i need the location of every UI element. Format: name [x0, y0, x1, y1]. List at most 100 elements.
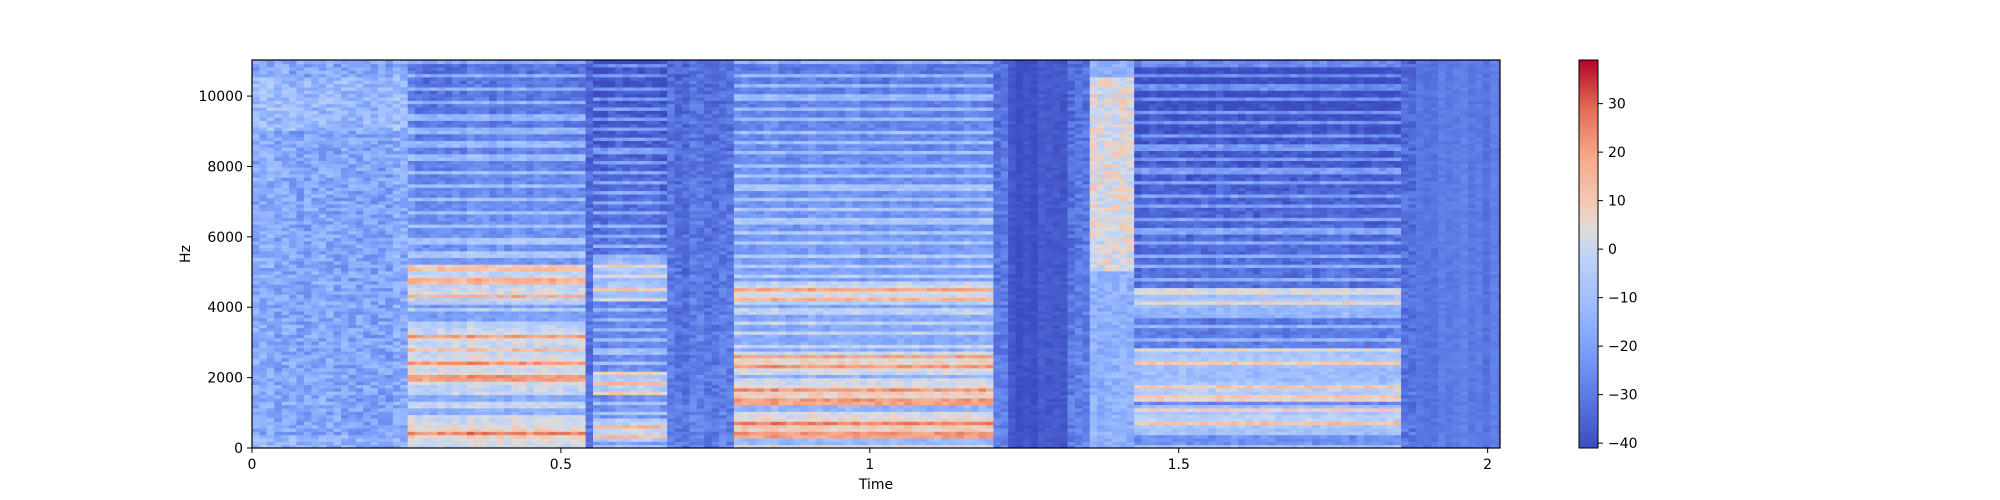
heatmap-cell — [504, 210, 513, 215]
heatmap-cell — [533, 70, 542, 75]
heatmap-cell — [252, 321, 260, 325]
heatmap-cell — [556, 354, 564, 359]
heatmap-cell — [333, 314, 342, 319]
heatmap-cell — [259, 63, 268, 68]
heatmap-cell — [392, 214, 401, 218]
heatmap-cell — [392, 394, 401, 399]
heatmap-cell — [311, 387, 320, 392]
heatmap-cell — [474, 434, 483, 439]
heatmap-cell — [326, 66, 335, 71]
heatmap-cell — [392, 260, 401, 265]
heatmap-cell — [504, 314, 513, 319]
heatmap-cell — [341, 297, 349, 302]
heatmap-cell — [392, 397, 401, 402]
heatmap-cell — [504, 244, 513, 248]
heatmap-cell — [496, 351, 505, 355]
heatmap-cell — [474, 260, 483, 265]
heatmap-cell — [459, 354, 468, 359]
heatmap-cell — [533, 361, 542, 365]
heatmap-cell — [556, 113, 564, 118]
heatmap-cell — [541, 163, 550, 168]
heatmap-cell — [318, 307, 327, 312]
heatmap-cell — [548, 401, 557, 406]
heatmap-cell — [533, 384, 542, 389]
heatmap-cell — [526, 83, 535, 88]
heatmap-cell — [504, 354, 513, 359]
heatmap-cell — [452, 214, 461, 218]
heatmap-cell — [252, 113, 260, 118]
heatmap-cell — [311, 200, 320, 205]
heatmap-cell — [563, 297, 572, 302]
heatmap-cell — [504, 97, 513, 101]
heatmap-cell — [548, 361, 557, 365]
heatmap-cell — [400, 381, 409, 385]
heatmap-cell — [385, 83, 394, 88]
heatmap-cell — [452, 421, 461, 426]
heatmap-cell — [363, 321, 372, 325]
heatmap-cell — [392, 254, 401, 258]
heatmap-cell — [407, 344, 416, 349]
heatmap-cell — [452, 397, 461, 402]
heatmap-cell — [526, 153, 535, 158]
heatmap-cell — [363, 438, 372, 442]
heatmap-cell — [333, 60, 342, 65]
heatmap-cell — [489, 314, 498, 319]
heatmap-cell — [504, 344, 513, 349]
heatmap-cell — [318, 147, 327, 151]
heatmap-cell — [266, 173, 275, 178]
heatmap-cell — [370, 361, 379, 365]
heatmap-cell — [563, 444, 572, 448]
heatmap-cell — [474, 170, 483, 175]
heatmap-cell — [496, 90, 505, 95]
heatmap-cell — [526, 97, 535, 101]
heatmap-cell — [311, 153, 320, 158]
heatmap-cell — [400, 137, 409, 141]
heatmap-cell — [259, 137, 268, 141]
heatmap-cell — [363, 287, 372, 292]
heatmap-cell — [259, 444, 268, 448]
heatmap-cell — [548, 83, 557, 88]
heatmap-cell — [289, 150, 298, 155]
heatmap-cell — [303, 113, 312, 118]
heatmap-cell — [392, 337, 401, 342]
heatmap-cell — [289, 167, 298, 172]
heatmap-cell — [281, 187, 290, 192]
heatmap-cell — [266, 244, 275, 248]
heatmap-cell — [400, 257, 409, 262]
heatmap-cell — [341, 364, 349, 369]
heatmap-cell — [326, 167, 335, 172]
heatmap-cell — [370, 80, 379, 85]
heatmap-cell — [289, 224, 298, 228]
heatmap-cell — [311, 137, 320, 141]
heatmap-cell — [511, 357, 520, 362]
heatmap-cell — [518, 80, 527, 85]
heatmap-cell — [266, 381, 275, 385]
heatmap-cell — [429, 374, 438, 379]
heatmap-cell — [526, 434, 535, 439]
heatmap-cell — [496, 137, 505, 141]
heatmap-cell — [467, 294, 475, 299]
heatmap-cell — [289, 344, 298, 349]
heatmap-cell — [355, 264, 364, 268]
heatmap-cell — [296, 351, 305, 355]
heatmap-cell — [533, 334, 542, 339]
heatmap-cell — [363, 230, 372, 235]
heatmap-cell — [556, 421, 564, 426]
heatmap-cell — [274, 107, 283, 111]
heatmap-cell — [266, 197, 275, 202]
heatmap-cell — [341, 394, 349, 399]
heatmap-cell — [415, 224, 424, 228]
heatmap-cell — [355, 344, 364, 349]
heatmap-cell — [496, 183, 505, 188]
heatmap-cell — [452, 224, 461, 228]
heatmap-cell — [318, 244, 327, 248]
heatmap-cell — [363, 133, 372, 138]
heatmap-cell — [489, 310, 498, 315]
heatmap-cell — [459, 264, 468, 268]
heatmap-cell — [563, 354, 572, 359]
heatmap-cell — [533, 404, 542, 409]
heatmap-cell — [296, 230, 305, 235]
heatmap-cell — [355, 153, 364, 158]
heatmap-cell — [392, 230, 401, 235]
heatmap-cell — [481, 66, 490, 71]
